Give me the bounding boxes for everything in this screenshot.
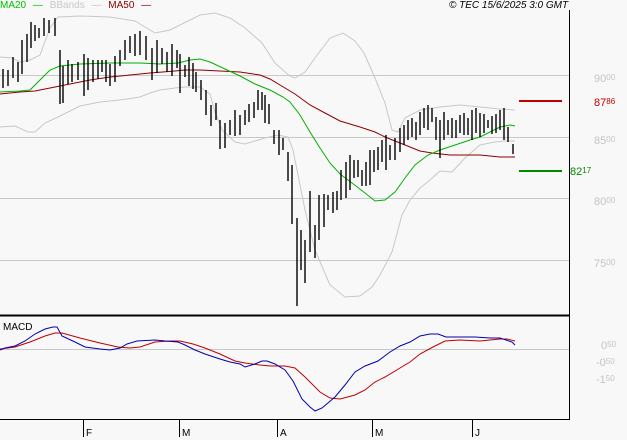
macd-signal-line	[0, 332, 516, 400]
legend-ma20: MA20 —	[0, 0, 43, 11]
x-axis-ticks	[83, 420, 473, 437]
x-label-apr: A	[280, 428, 287, 439]
price-label-7500: 7500	[594, 258, 616, 270]
ma50-line	[0, 69, 515, 158]
legend-ma50-label: MA50	[108, 0, 135, 11]
support-label: 8217	[570, 166, 592, 178]
macd-label-neg1.50: -150	[596, 374, 615, 386]
bbands-upper-line	[0, 12, 516, 133]
resistance-label: 8786	[594, 97, 616, 109]
bbands-lower-line	[0, 86, 515, 298]
price-gridlines	[0, 75, 569, 261]
legend-ma50: MA50 —	[108, 0, 152, 11]
macd-label-neg0.50: -050	[596, 357, 615, 369]
macd-title: MACD	[3, 322, 33, 333]
x-label-may: M	[375, 428, 384, 439]
ma20-line	[0, 58, 516, 202]
x-label-jun: J	[475, 428, 480, 439]
legend-bbands: BBands —	[49, 0, 102, 11]
macd-line	[0, 326, 516, 412]
price-label-9000: 9000	[594, 73, 616, 85]
price-bars	[2, 18, 514, 306]
x-label-feb: F	[86, 428, 93, 439]
copyright-timestamp: © TEC 15/6/2025 3:0 GMT	[449, 0, 569, 11]
price-label-8500: 8500	[594, 135, 616, 147]
legend-bbands-label: BBands	[49, 0, 85, 11]
x-label-mar: M	[182, 428, 191, 439]
macd-label-0.50: 050	[601, 340, 617, 352]
chart-legend: MA20 — BBands — MA50 —	[0, 0, 155, 12]
price-label-8000: 8000	[594, 196, 616, 208]
legend-ma20-label: MA20	[0, 0, 27, 11]
